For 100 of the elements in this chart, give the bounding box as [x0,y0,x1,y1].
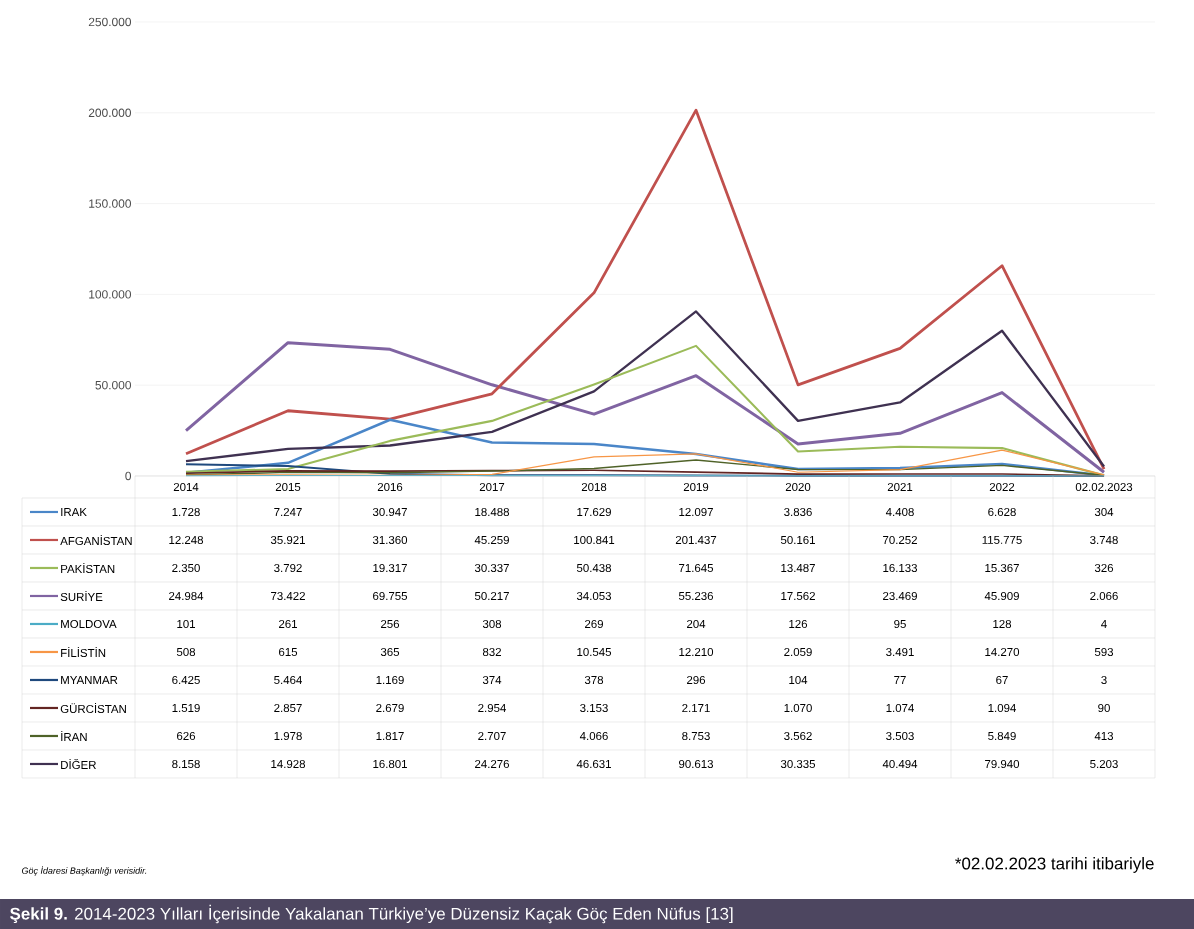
legend-label: İRAN [61,731,87,741]
data-label: 46.631 [576,759,611,769]
y-tick-label: 250.000 [88,17,132,27]
data-label: 30.337 [474,563,509,573]
data-label: 365 [380,647,400,657]
data-label: 2.171 [682,703,710,712]
data-label: 55.236 [678,591,714,601]
data-label: 378 [584,675,604,685]
data-label: 70.252 [883,535,917,545]
data-label: 3.491 [886,647,914,657]
data-label: 16.801 [373,759,407,769]
data-label: 3.562 [784,731,812,741]
data-label: 50.217 [474,591,509,601]
data-label: 3.792 [274,563,302,573]
data-label: 308 [482,619,502,629]
data-label: 126 [789,619,808,629]
data-label: 4.066 [579,731,608,741]
data-label: 4 [1101,620,1107,628]
data-label: 12.248 [169,535,204,545]
data-label: 17.562 [781,591,815,601]
data-label: 30.947 [372,507,407,517]
data-label: 101 [177,619,195,629]
data-label: 6.628 [988,507,1016,517]
data-label: 34.053 [576,591,612,601]
data-label: 73.422 [271,591,305,601]
data-label: 128 [993,619,1012,629]
data-label: 413 [1094,731,1114,741]
data-label: 6.425 [172,675,200,685]
data-label: 1.169 [376,675,404,685]
data-label: 326 [1094,563,1114,573]
data-label: 35.921 [270,535,305,545]
data-label: 115.775 [982,536,1022,544]
line-series [184,108,1106,471]
x-tick-label: 02.02.2023 [1075,482,1133,492]
data-label: 18.488 [475,507,510,517]
data-label: 2.857 [274,703,302,713]
data-label: 2.679 [376,703,404,713]
data-label: 1.074 [886,703,914,713]
data-label: 626 [177,731,196,741]
legend-label: AFGANİSTAN [60,534,132,546]
data-label: 104 [789,675,808,685]
data-label: 50.161 [780,535,815,545]
line-series [184,310,1106,468]
x-tick-label: 2017 [479,482,505,492]
data-label: 24.276 [475,759,510,769]
data-label: 77 [894,676,906,684]
data-label: 16.133 [883,563,918,573]
data-label: 67 [996,675,1008,685]
data-label: 17.629 [577,507,611,517]
data-label: 5.203 [1090,759,1118,769]
data-label: 14.270 [985,647,1020,657]
data-label: 95 [894,619,906,629]
data-label: 832 [482,647,501,657]
data-label: 1.728 [172,507,200,517]
data-label: 1.817 [376,731,404,741]
data-label: 7.247 [274,507,302,516]
x-tick-label: 2018 [581,482,607,492]
data-label: 8.158 [172,759,200,769]
y-tick-label: 100.000 [89,290,132,299]
data-label: 100.841 [574,535,615,545]
data-label: 2.059 [784,647,812,657]
data-label: 13.487 [781,563,815,573]
legend-label: MOLDOVA [61,619,117,629]
data-label: 19.317 [373,563,407,573]
data-label: 24.984 [169,591,204,601]
data-label: 1.094 [988,703,1016,713]
legend-label: FİLİSTİN [61,646,106,658]
y-tick-label: 200.000 [88,108,132,118]
data-label: 3 [1101,675,1107,685]
data-label: 296 [687,675,706,685]
data-label: 2.954 [478,703,506,713]
data-label: 12.097 [679,507,713,517]
data-label: 615 [279,647,298,657]
data-label: 1.978 [274,731,302,741]
data-label: 3.153 [580,703,608,713]
y-tick-label: 0 [125,471,132,481]
data-label: 1.519 [172,703,200,713]
data-label: 374 [482,675,502,685]
data-label: 4.408 [885,507,914,517]
data-label: 3.503 [886,731,914,741]
x-tick-label: 2016 [377,482,403,492]
data-label: 90.613 [679,759,714,769]
line-series [185,449,1105,476]
data-label: 201.437 [675,535,717,545]
y-tick-label: 150.000 [89,199,132,208]
data-label: 5.849 [988,731,1016,741]
data-label: 71.645 [679,563,714,573]
data-label: 204 [687,619,706,629]
data-label: 69.755 [373,591,408,601]
legend-label: PAKİSTAN [61,562,115,574]
data-label: 90 [1098,703,1110,713]
data-label: 14.928 [271,759,306,769]
y-tick-label: 50.000 [95,380,132,390]
x-tick-label: 2022 [989,482,1015,492]
data-label: 3.748 [1090,535,1118,545]
data-label: 8.753 [682,731,710,741]
data-label: 5.464 [274,675,302,685]
legend-label: SURİYE [60,590,103,602]
x-tick-label: 2015 [275,482,301,492]
data-label: 45.909 [984,591,1019,601]
